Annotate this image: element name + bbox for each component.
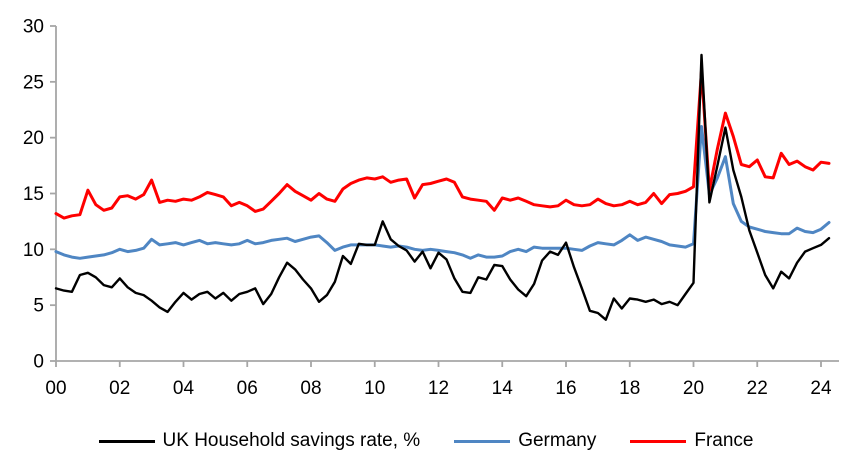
legend-label-uk: UK Household savings rate, % bbox=[162, 430, 421, 451]
y-tick-label: 25 bbox=[23, 72, 44, 93]
y-tick-label: 5 bbox=[33, 296, 44, 317]
y-tick-label: 15 bbox=[23, 184, 44, 205]
y-tick-label: 30 bbox=[23, 17, 44, 38]
legend-label-france: France bbox=[694, 430, 754, 451]
x-tick-label: 06 bbox=[237, 378, 258, 399]
legend: UK Household savings rate, % Germany Fra… bbox=[0, 430, 852, 452]
x-tick-label: 02 bbox=[109, 378, 130, 399]
legend-item-france: France bbox=[630, 430, 753, 452]
legend-label-germany: Germany bbox=[518, 430, 597, 451]
x-tick-label: 10 bbox=[364, 378, 385, 399]
line-chart: 0 5 10 15 20 25 30 00 02 04 06 08 10 12 14 16 18 20 22 24 bbox=[23, 17, 839, 399]
legend-item-uk: UK Household savings rate, % bbox=[98, 430, 421, 452]
series-line-uk-household-savings-rate bbox=[54, 53, 831, 321]
x-tick-label: 14 bbox=[492, 378, 514, 399]
y-tick-label: 0 bbox=[33, 352, 44, 373]
x-tick-label: 04 bbox=[173, 378, 195, 399]
chart-area: 0 5 10 15 20 25 30 00 02 04 06 08 10 12 14 16 18 20 22 24 bbox=[23, 17, 839, 399]
uk-line-swatch bbox=[98, 439, 155, 443]
x-tick-label: 24 bbox=[810, 378, 832, 399]
x-tick-label: 12 bbox=[428, 378, 449, 399]
y-tick-label: 20 bbox=[23, 128, 44, 149]
germany-line-swatch bbox=[454, 439, 511, 443]
series-line-france bbox=[54, 69, 831, 220]
x-tick-label: 08 bbox=[300, 378, 321, 399]
x-tick-label: 20 bbox=[683, 378, 704, 399]
x-tick-label: 22 bbox=[747, 378, 768, 399]
y-tick-label: 10 bbox=[23, 240, 44, 261]
x-tick-label: 18 bbox=[619, 378, 640, 399]
x-tick-label: 00 bbox=[45, 378, 66, 399]
series-line-germany bbox=[54, 125, 831, 260]
x-tick-label: 16 bbox=[555, 378, 576, 399]
france-line-swatch bbox=[630, 439, 687, 443]
legend-item-germany: Germany bbox=[454, 430, 596, 452]
